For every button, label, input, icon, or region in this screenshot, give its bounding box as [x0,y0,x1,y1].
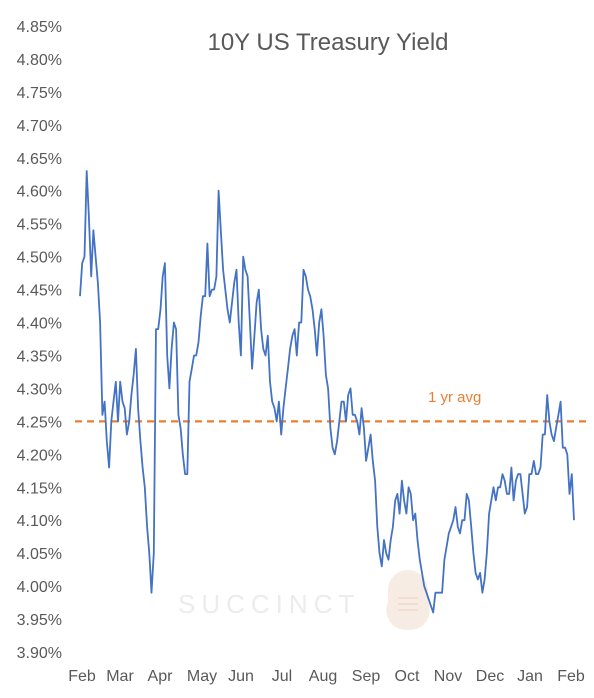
y-tick-label: 4.50% [17,250,62,267]
x-tick-label: Apr [148,668,174,685]
x-tick-label: Oct [395,668,420,685]
y-tick-label: 4.05% [17,546,62,563]
y-tick-label: 4.65% [17,151,62,168]
watermark: SUCCINCT [178,570,430,631]
y-tick-label: 4.00% [17,579,62,596]
x-tick-label: May [187,668,217,685]
y-tick-label: 4.75% [17,85,62,102]
y-tick-label: 4.20% [17,447,62,464]
series-group [79,170,575,614]
x-tick-label: Jul [272,668,292,685]
y-tick-label: 3.95% [17,612,62,629]
y-tick-label: 4.30% [17,381,62,398]
y-tick-label: 4.40% [17,316,62,333]
series-line [79,170,575,614]
y-tick-label: 4.45% [17,283,62,300]
x-tick-label: Dec [476,668,504,685]
x-tick-label: Nov [434,668,462,685]
x-tick-label: Sep [352,668,381,685]
y-axis: 4.85% 4.80% 4.75% 4.70% 4.65% 4.60% 4.55% 4.50%… [17,19,62,662]
x-tick-label: Jun [228,668,254,685]
y-tick-label: 4.60% [17,184,62,201]
x-tick-label: Feb [68,668,96,685]
y-tick-label: 4.10% [17,513,62,530]
y-tick-label: 4.35% [17,348,62,365]
watermark-text: SUCCINCT [178,589,360,619]
y-tick-label: 4.15% [17,480,62,497]
x-tick-label: Mar [106,668,134,685]
y-tick-label: 4.25% [17,414,62,431]
y-tick-label: 3.90% [17,645,62,662]
y-tick-label: 4.85% [17,19,62,36]
x-tick-label: Aug [309,668,337,685]
y-tick-label: 4.80% [17,52,62,69]
y-tick-label: 4.70% [17,118,62,135]
x-tick-label: Feb [557,668,585,685]
y-tick-label: 4.55% [17,217,62,234]
x-axis: Feb Mar Apr May Jun Jul Aug Sep Oct Nov Dec Jan Feb [68,668,585,685]
x-tick-label: Jan [517,668,543,685]
chart-title: 10Y US Treasury Yield [207,29,448,56]
watermark-logo-icon [386,570,430,631]
reference-line-label: 1 yr avg [428,389,481,406]
